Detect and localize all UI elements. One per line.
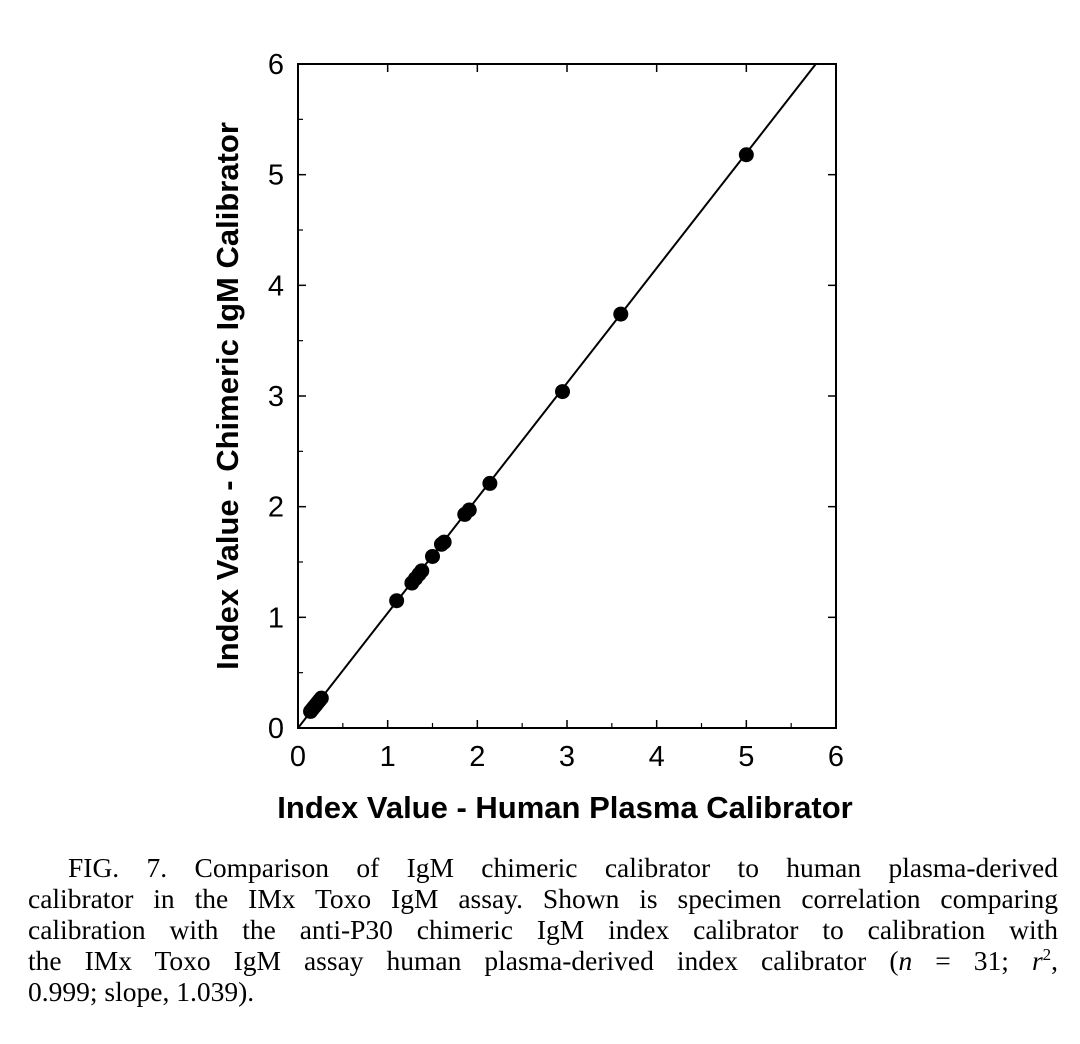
data-point	[414, 563, 430, 579]
caption-label: FIG. 7.	[68, 852, 168, 883]
x-tick-label: 2	[469, 741, 485, 773]
data-point	[436, 534, 452, 550]
y-axis-label: Index Value - Chimeric IgM Calibrator	[210, 122, 245, 670]
x-tick-label: 1	[380, 741, 396, 773]
caption-line-1: FIG. 7. Comparison of IgM chimeric calib…	[28, 852, 1058, 883]
x-tick-label: 3	[559, 741, 575, 773]
caption-line-5: 0.999; slope, 1.039).	[28, 976, 255, 1007]
data-point	[555, 384, 571, 400]
data-point	[738, 147, 754, 163]
y-tick-label: 1	[268, 602, 284, 634]
data-point	[313, 690, 329, 706]
y-tick-label: 6	[268, 49, 284, 81]
caption-line-3: calibration with the anti-P30 chimeric I…	[28, 914, 1058, 945]
y-tick-label: 4	[268, 270, 284, 302]
caption-line-2: calibrator in the IMx Toxo IgM assay. Sh…	[28, 883, 1058, 914]
figure-caption: FIG. 7. Comparison of IgM chimeric calib…	[28, 852, 1058, 1007]
caption-text-4: the IMx Toxo IgM assay human plasma-deri…	[28, 945, 899, 976]
r-symbol: r	[1031, 945, 1043, 976]
regression-line	[298, 64, 818, 728]
y-tick-label: 2	[268, 492, 284, 524]
data-point	[482, 475, 498, 491]
y-tick-label: 0	[268, 713, 284, 745]
data-point	[613, 306, 629, 322]
x-tick-label: 5	[738, 741, 754, 773]
x-tick-label: 6	[828, 741, 844, 773]
caption-line-4: the IMx Toxo IgM assay human plasma-deri…	[28, 945, 1058, 976]
data-point	[389, 593, 405, 609]
caption-text-1: Comparison of IgM chimeric calibrator to…	[194, 852, 1059, 883]
data-point	[425, 548, 440, 564]
y-axis: 0 1 2 3 4 5 6	[268, 49, 836, 745]
x-tick-label: 4	[649, 741, 665, 773]
data-point	[461, 502, 477, 518]
x-axis-label: Index Value - Human Plasma Calibrator	[277, 790, 852, 825]
y-tick-label: 3	[268, 381, 284, 413]
y-tick-label: 5	[268, 160, 284, 192]
r-exponent: 2	[1042, 945, 1052, 964]
x-tick-label: 0	[290, 741, 306, 773]
x-axis: 0 1 2 3 4 5 6	[290, 64, 844, 773]
caption-comma: ,	[1051, 945, 1059, 976]
n-value: = 31;	[912, 945, 1032, 976]
data-points	[303, 147, 754, 719]
n-symbol: n	[898, 945, 913, 976]
